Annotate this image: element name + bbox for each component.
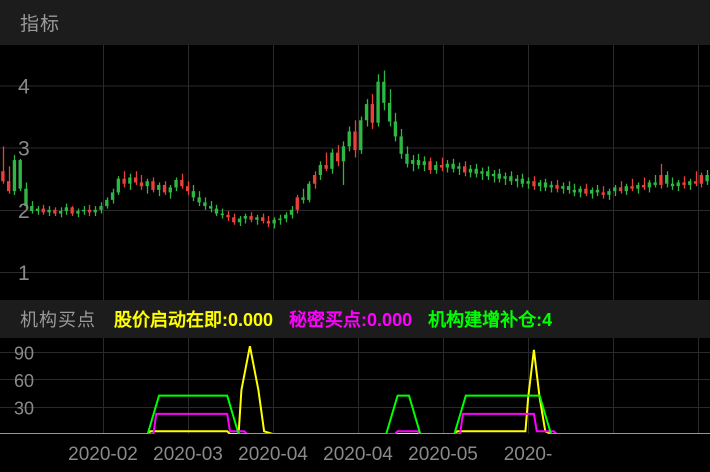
price-y-tick-label: 1 (18, 262, 30, 285)
indicator-y-tick-label: 90 (14, 344, 34, 364)
indicator-series-line-1 (0, 412, 710, 434)
indicator-panel-header[interactable]: 机构买点 股价启动在即:0.000 秘密买点:0.000 机构建增补仓:4 (0, 300, 710, 338)
indicator-series-line-2 (0, 394, 710, 434)
indicator-lines-svg: 90 60 30 (0, 338, 710, 434)
x-axis-svg: 2020-02 2020-03 2020-04 2020-04 2020-05 2020- (68, 444, 553, 465)
price-chart-area[interactable]: 1 2 3 4 (0, 45, 710, 300)
price-y-tick-label: 2 (18, 200, 30, 223)
x-axis-tick-label: 2020-04 (238, 444, 308, 465)
price-y-tick-label: 4 (18, 75, 30, 98)
indicator-legend-item-1[interactable]: 秘密买点:0.000 (289, 310, 413, 330)
indicator-panel-title: 机构买点 (20, 310, 96, 330)
price-y-tick-label: 3 (18, 138, 30, 161)
x-axis-tick-label: 2020-03 (153, 444, 223, 465)
indicator-legend-item-2[interactable]: 机构建增补仓:4 (428, 310, 553, 330)
indicator-y-tick-label: 60 (14, 371, 34, 391)
x-axis-tick-label: 2020- (504, 444, 553, 465)
indicator-y-tick-label: 30 (14, 399, 34, 419)
x-axis-tick-label: 2020-05 (408, 444, 478, 465)
x-axis-tick-label: 2020-04 (323, 444, 393, 465)
candlestick-svg: 1 2 3 4 (0, 45, 710, 300)
indicator-chart-area[interactable]: 90 60 30 (0, 338, 710, 434)
price-panel-header[interactable]: 指标 (0, 0, 710, 45)
x-axis: 2020-02 2020-03 2020-04 2020-04 2020-05 2020- (0, 434, 710, 472)
indicator-legend-item-0[interactable]: 股价启动在即:0.000 (114, 310, 274, 330)
indicator-series-line-0 (0, 346, 710, 434)
price-panel-title: 指标 (20, 14, 61, 35)
x-axis-tick-label: 2020-02 (68, 444, 138, 465)
